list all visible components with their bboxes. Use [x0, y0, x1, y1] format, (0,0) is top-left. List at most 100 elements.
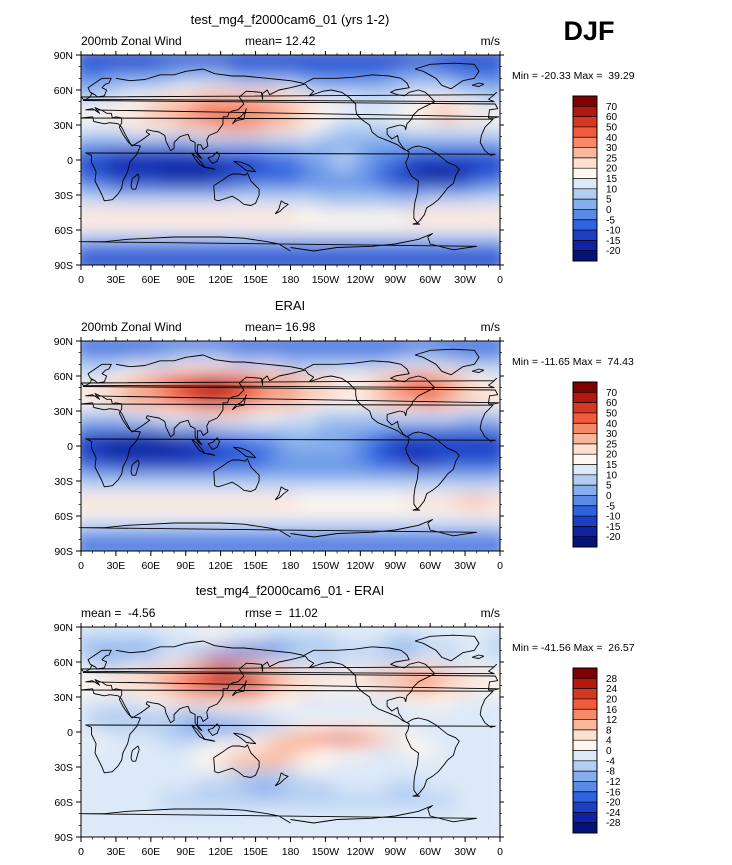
field-cell	[194, 633, 213, 647]
field-cell	[421, 172, 440, 186]
field-cell	[107, 147, 126, 161]
field-cell	[316, 55, 335, 62]
y-tick-label: 90N	[54, 622, 73, 634]
field-cell	[334, 744, 353, 758]
field-cell	[281, 433, 300, 447]
field-cell	[177, 806, 196, 820]
field-cell	[229, 433, 248, 447]
field-cell	[456, 744, 475, 758]
field-cell	[229, 544, 248, 551]
field-cell	[334, 347, 353, 361]
y-tick-label: 60N	[54, 371, 73, 383]
field-cell	[229, 73, 248, 87]
field-cell	[421, 657, 440, 671]
field-cell	[456, 55, 475, 62]
field-cell	[211, 246, 230, 260]
field-cell	[438, 172, 457, 186]
colorbar-swatch	[573, 760, 597, 772]
coastline	[81, 91, 497, 103]
field-cell	[81, 246, 91, 260]
field-cell	[177, 258, 196, 265]
field-cell	[473, 258, 492, 265]
field-cell	[299, 135, 318, 149]
field-cell	[229, 197, 248, 211]
field-cell	[386, 507, 405, 521]
field-cell	[386, 55, 405, 62]
field-cell	[299, 544, 318, 551]
field-cell	[229, 707, 248, 721]
field-cell	[142, 507, 161, 521]
field-cell	[316, 234, 335, 248]
field-cell	[438, 633, 457, 647]
field-cell	[369, 818, 388, 832]
field-cell	[403, 55, 423, 62]
field-cell	[211, 61, 230, 75]
field-cell	[281, 234, 300, 248]
field-cell	[421, 544, 440, 551]
field-cell	[403, 645, 423, 659]
field-cell	[456, 495, 475, 509]
field-cell	[473, 707, 492, 721]
field-cell	[81, 446, 91, 459]
field-cell	[334, 184, 353, 198]
field-cell	[299, 55, 318, 62]
field-cell	[334, 197, 353, 211]
field-cell	[299, 73, 318, 87]
field-cell	[334, 769, 353, 783]
field-cell	[281, 532, 300, 546]
field-cell	[299, 110, 318, 124]
colorbar-swatch	[573, 750, 597, 762]
field-cell	[473, 55, 492, 62]
field-cell	[334, 234, 353, 248]
field-cell	[369, 85, 388, 99]
field-cell	[124, 433, 143, 447]
field-cell	[421, 483, 440, 497]
field-cell	[194, 172, 213, 186]
field-cell	[491, 707, 500, 721]
field-cell	[438, 347, 457, 361]
field-cell	[456, 408, 475, 422]
field-cell	[369, 408, 388, 422]
field-cell	[351, 769, 370, 783]
field-cell	[281, 421, 300, 435]
field-cell	[107, 781, 126, 795]
field-cell	[316, 209, 335, 223]
field-cell	[177, 55, 196, 62]
field-cell	[159, 421, 178, 435]
field-cell	[351, 209, 370, 223]
field-cell	[421, 756, 440, 770]
field-cell	[246, 122, 265, 136]
field-cell	[194, 396, 213, 410]
field-cell	[351, 341, 370, 348]
field-cell	[81, 234, 91, 248]
field-cell	[194, 408, 213, 422]
field-cell	[351, 110, 370, 124]
field-cell	[334, 85, 353, 99]
field-cell	[386, 682, 405, 696]
field-cell	[107, 197, 126, 211]
field-cell	[211, 421, 230, 435]
field-cell	[456, 122, 475, 136]
field-cell	[473, 221, 492, 235]
field-cell	[491, 520, 500, 534]
field-cell	[403, 258, 423, 265]
field-cell	[491, 495, 500, 509]
field-cell	[107, 347, 126, 361]
field-cell	[473, 396, 492, 410]
field-cell	[89, 781, 108, 795]
field-cell	[334, 532, 353, 546]
field-cell	[281, 756, 300, 770]
panel-minmax-label: Min = -11.65 Max = 74.43	[512, 356, 634, 368]
panel-units-label: m/s	[481, 320, 500, 334]
field-cell	[456, 657, 475, 671]
x-tick-label: 120E	[208, 846, 233, 858]
field-cell	[89, 520, 108, 534]
field-cell	[473, 384, 492, 398]
field-cell	[229, 507, 248, 521]
coastline	[405, 431, 460, 510]
field-cell	[246, 421, 265, 435]
field-cell	[386, 110, 405, 124]
field-cell	[81, 645, 91, 659]
field-cell	[264, 73, 283, 87]
field-cell	[334, 110, 353, 124]
